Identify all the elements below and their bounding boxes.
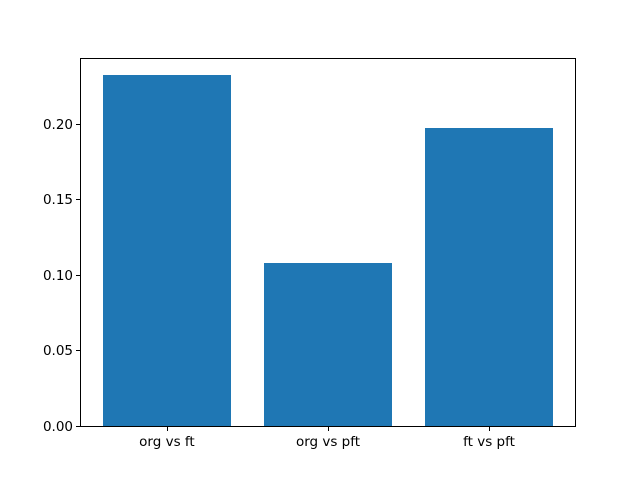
y-tick-label: 0.20 [42,116,73,133]
x-tick-label: org vs ft [139,434,195,450]
bar-3 [424,128,554,426]
y-tick-label: 0.00 [42,419,73,435]
y-tick-label: 0.10 [42,267,73,284]
axes-frame [80,58,576,427]
y-tick-mark [76,199,80,201]
y-tick-label: 0.15 [42,192,73,209]
y-tick-mark [76,426,80,427]
bar-2 [263,262,393,426]
bar-1 [102,75,232,426]
y-tick-mark [76,123,80,125]
x-tick-label: ft vs pft [463,434,515,450]
x-tick-mark [166,427,168,431]
y-tick-label: 0.05 [42,343,73,360]
x-tick-mark [328,427,329,431]
x-tick-label: org vs pft [295,434,361,450]
y-tick-mark [76,274,80,276]
x-tick-mark [489,427,491,431]
y-tick-mark [76,350,80,352]
